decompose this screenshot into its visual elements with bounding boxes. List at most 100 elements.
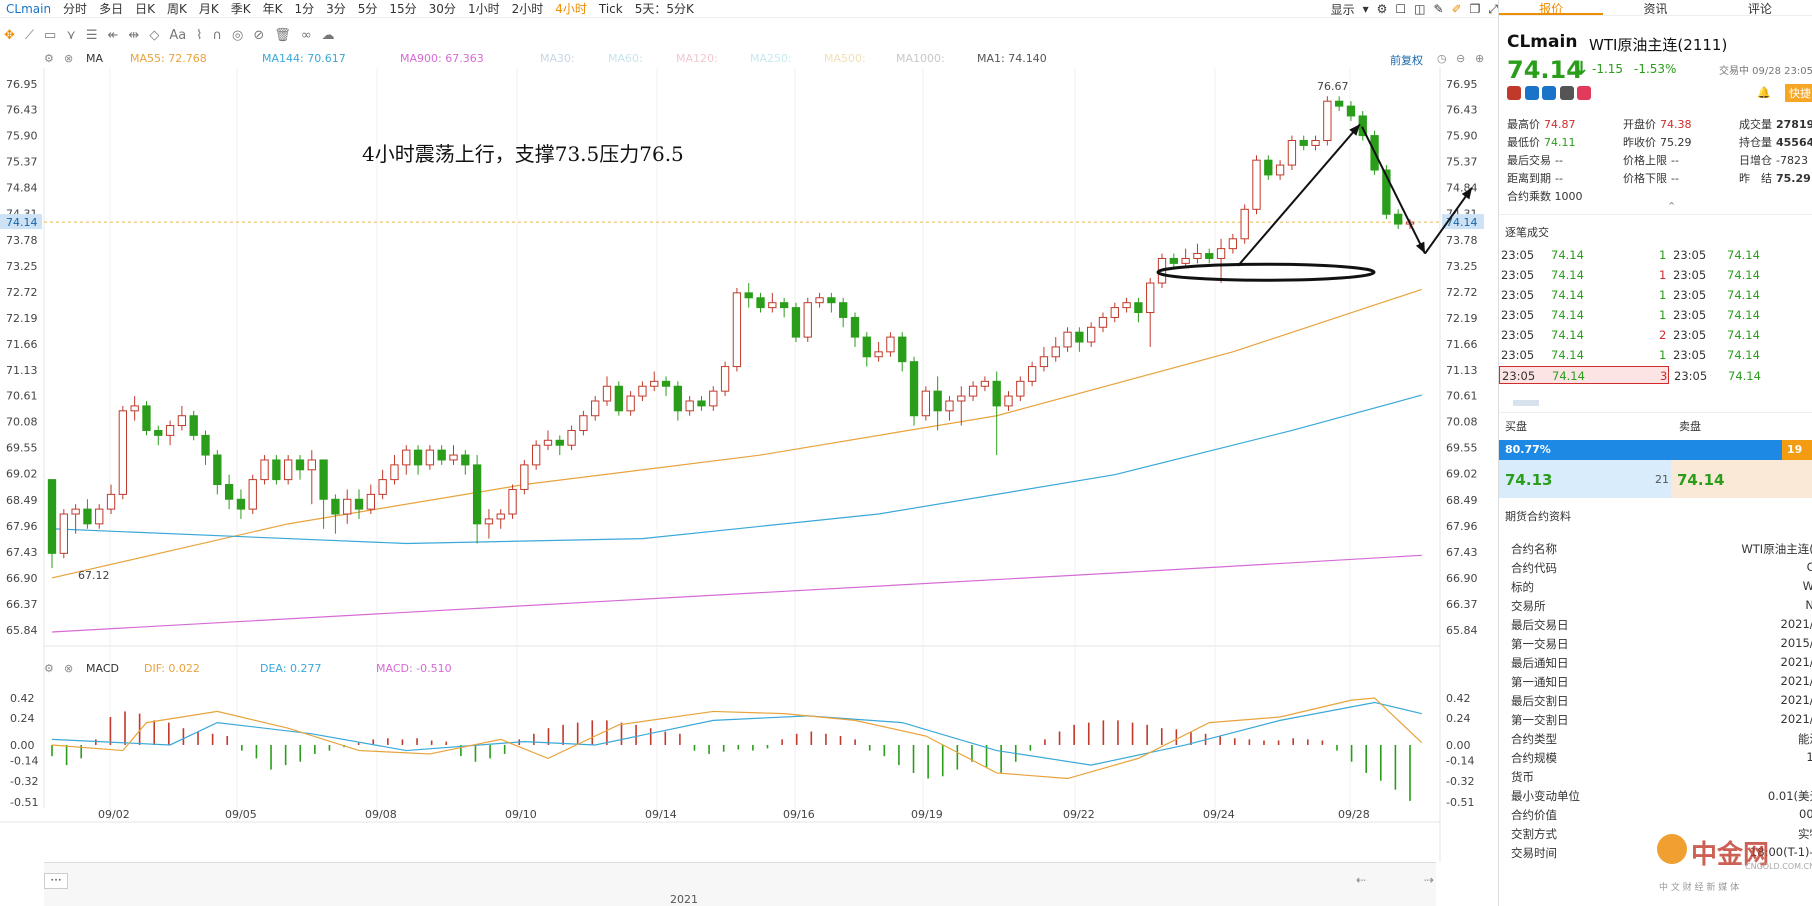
- shape-tool-icon[interactable]: ◇: [149, 27, 160, 43]
- copy-icon[interactable]: ❐: [1469, 2, 1481, 16]
- camera-icon[interactable]: ◫: [1414, 2, 1426, 16]
- stat-item: 持仓量 45564: [1739, 134, 1812, 150]
- chart-icon[interactable]: [1524, 86, 1539, 100]
- period-4[interactable]: 月K: [198, 2, 219, 16]
- period-8[interactable]: 3分: [326, 2, 346, 16]
- trade-p2: 74.14: [1727, 328, 1760, 342]
- adjust-button[interactable]: 前复权: [1390, 54, 1423, 67]
- info-key: 最后通知日: [1511, 656, 1569, 670]
- candle: [638, 381, 647, 401]
- candle: [425, 445, 435, 470]
- expand-icon[interactable]: ⤢: [1488, 1, 1498, 16]
- parallel-tool-icon[interactable]: ☰: [85, 27, 98, 43]
- high-label: 76.67: [1317, 80, 1349, 93]
- candle: [118, 405, 128, 500]
- panel-symbol: CLmain: [1507, 32, 1578, 52]
- candlestick-chart[interactable]: 76.95 76.95 76.43 76.43 75.90 75.90 75.37 75.37…: [0, 68, 1498, 868]
- tab-news[interactable]: 资讯: [1643, 2, 1668, 16]
- quick-button[interactable]: 快捷: [1785, 84, 1812, 102]
- macd-gear-icon[interactable]: ⚙: [44, 662, 54, 675]
- zoom-in-icon[interactable]: ⊕: [1475, 52, 1485, 65]
- date-label: 09/22: [1063, 808, 1095, 821]
- period-1[interactable]: 多日: [99, 2, 124, 16]
- zoom-out-icon[interactable]: ⊖: [1456, 52, 1466, 65]
- candle: [614, 381, 623, 416]
- candle: [213, 450, 222, 495]
- trash-icon[interactable]: 🗑: [274, 27, 291, 43]
- brush-icon[interactable]: ⌇: [196, 27, 203, 43]
- period-9[interactable]: 5分: [357, 2, 378, 16]
- tab-comments[interactable]: 评论: [1747, 2, 1772, 16]
- period-7[interactable]: 1分: [294, 2, 315, 16]
- crosshair-icon[interactable]: ✥: [4, 27, 15, 43]
- close-icon[interactable]: ⊗: [64, 52, 74, 65]
- rect-tool-icon[interactable]: ▭: [44, 27, 57, 43]
- heart-icon[interactable]: [1577, 86, 1591, 100]
- edit-icon[interactable]: ✎: [1433, 2, 1444, 16]
- flag-icon[interactable]: [1507, 86, 1521, 100]
- period-10[interactable]: 15分: [389, 2, 417, 16]
- symbol-selector[interactable]: CLmain: [6, 1, 52, 16]
- arrow-tool-icon[interactable]: ↞: [107, 27, 119, 43]
- period-6[interactable]: 年K: [262, 2, 283, 16]
- period-2[interactable]: 日K: [135, 2, 155, 16]
- period-5[interactable]: 季K: [230, 2, 251, 16]
- cloud-icon[interactable]: ☁: [321, 27, 335, 43]
- trade-t: 23:05: [1501, 288, 1535, 302]
- list-icon[interactable]: [1559, 86, 1574, 100]
- period-3[interactable]: 周K: [166, 2, 187, 16]
- stat-label: 价格上限: [1623, 154, 1667, 167]
- stat-item: 成交量 27819: [1739, 116, 1812, 132]
- collapse-icon[interactable]: ⌃: [1667, 200, 1677, 213]
- period-13[interactable]: 2小时: [511, 2, 544, 16]
- period-16[interactable]: 5天：5分K: [634, 2, 694, 16]
- display-button[interactable]: 显示: [1330, 2, 1355, 17]
- font-button[interactable]: Aa: [169, 27, 187, 43]
- settings-icon[interactable]: ⚙: [1376, 2, 1388, 16]
- period-15[interactable]: Tick: [598, 1, 623, 16]
- clock-icon[interactable]: ◷: [1437, 52, 1447, 65]
- period-11[interactable]: 30分: [428, 2, 456, 16]
- period-0[interactable]: 分时: [63, 2, 88, 16]
- more-button[interactable]: ···: [44, 873, 68, 889]
- period-toolbar: CLmain 分时 多日 日K 周K 月K 季K 年K 1分 3分 5分 15分 30分 1小时 2小时 4小…: [0, 0, 1498, 18]
- price-axis-right-label: 76.43: [1446, 104, 1478, 117]
- candle: [106, 484, 116, 515]
- candle: [71, 504, 80, 534]
- scroll-left-icon[interactable]: ⇠: [1356, 873, 1367, 887]
- fork-tool-icon[interactable]: ⋎: [66, 27, 76, 43]
- candle: [898, 332, 907, 372]
- tab-quote[interactable]: 报价: [1499, 0, 1604, 16]
- trade-p: 74.14: [1551, 308, 1584, 322]
- stat-value: 27819: [1776, 118, 1812, 131]
- stat-item: 价格下限 --: [1623, 170, 1679, 186]
- link-icon[interactable]: ∞: [300, 27, 312, 43]
- macd-close-icon[interactable]: ⊗: [64, 662, 74, 675]
- gear-icon[interactable]: ⚙: [44, 52, 54, 65]
- pen-icon[interactable]: ✐: [1451, 2, 1462, 16]
- date-label: 09/16: [783, 808, 815, 821]
- line-tool-icon[interactable]: ⟋: [24, 27, 35, 43]
- measure-tool-icon[interactable]: ⇹: [128, 27, 140, 43]
- macd-legend: ⚙ ⊗ MACD DIF: 0.022 DEA: 0.277 MACD: -0.…: [44, 662, 544, 678]
- eye-icon[interactable]: ◎: [232, 27, 244, 43]
- watermark-logo: [1657, 834, 1687, 864]
- dif-line: [51, 697, 1423, 780]
- period-12[interactable]: 1小时: [467, 2, 500, 16]
- candle: [484, 509, 494, 539]
- magnet-icon[interactable]: ∩: [212, 27, 223, 43]
- bell-icon[interactable]: 🔔: [1757, 86, 1771, 99]
- period-14[interactable]: 4小时: [555, 2, 587, 16]
- candle: [720, 361, 730, 397]
- lock-icon[interactable]: ⊘: [253, 27, 265, 43]
- trade-scrollbar[interactable]: [1513, 400, 1539, 406]
- scroll-right-icon[interactable]: ⇢: [1424, 873, 1435, 887]
- ask-box: [1671, 460, 1812, 498]
- person-icon[interactable]: [1542, 86, 1556, 100]
- time-navigator[interactable]: ··· 2021 ⇠ ⇢: [44, 862, 1436, 906]
- stat-value: --: [1671, 172, 1679, 185]
- stat-item: 日增仓 -7823: [1739, 152, 1808, 168]
- info-row: 最小变动单位 0.01(美元: [1511, 785, 1812, 805]
- checkbox-icon[interactable]: ☐: [1395, 2, 1407, 16]
- analysis-annotation: 4小时震荡上行，支撑73.5压力76.5: [362, 142, 684, 166]
